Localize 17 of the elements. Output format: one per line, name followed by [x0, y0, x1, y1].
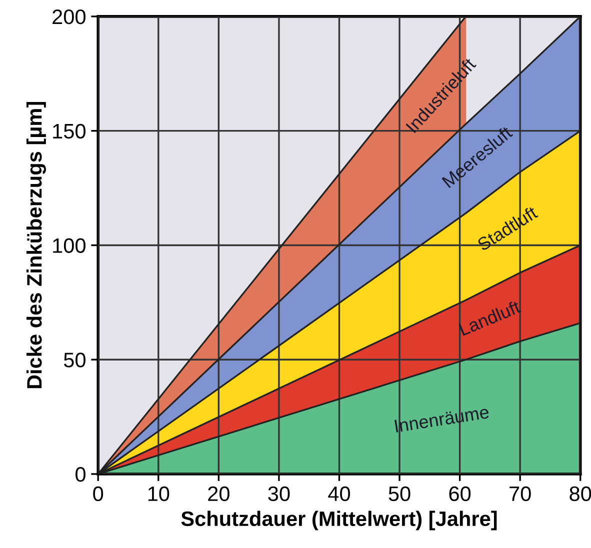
x-tick-label: 50 [388, 486, 410, 502]
y-tick-label: 100 [53, 238, 86, 253]
x-tick-label: 40 [328, 486, 350, 502]
x-tick-label: 80 [570, 486, 591, 502]
y-axis-title: Dicke des Zinküberzugs [µm] [26, 102, 46, 388]
x-tick-label: 20 [208, 486, 230, 502]
x-tick-label: 0 [93, 486, 104, 502]
x-tick-label: 10 [148, 486, 170, 502]
y-tick-label: 0 [76, 467, 86, 482]
x-tick-label: 60 [449, 486, 471, 502]
x-tick-label: 70 [510, 486, 531, 502]
series-label: Innenräume [394, 406, 490, 433]
x-tick-label: 30 [268, 486, 290, 502]
y-tick-label: 200 [52, 9, 86, 24]
x-axis-title: Schutzdauer (Mittelwert) [Jahre] [181, 510, 497, 530]
y-tick-label: 150 [53, 124, 86, 139]
y-tick-label: 50 [64, 352, 86, 368]
